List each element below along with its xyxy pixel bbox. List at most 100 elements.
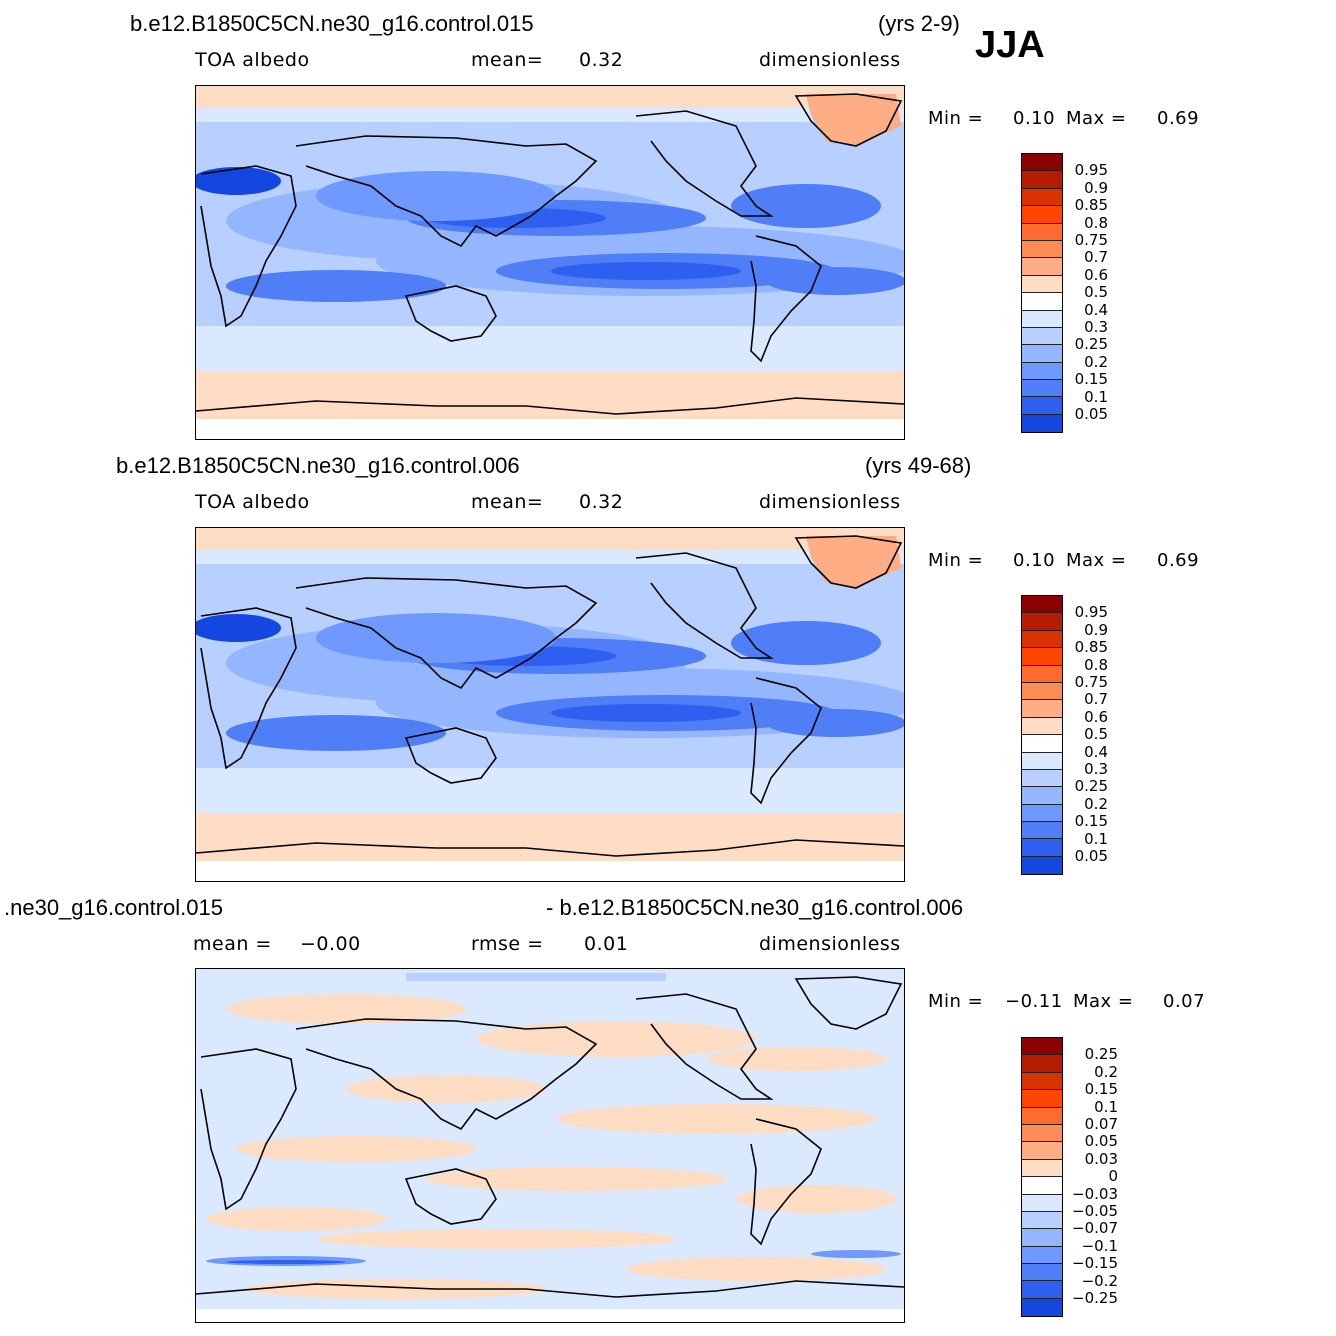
colorbar-swatch (1022, 769, 1062, 788)
panel3-min-value: −0.11 (1005, 991, 1063, 1012)
panel2-min-value: 0.10 (1013, 550, 1056, 571)
panel3-map (195, 968, 905, 1323)
panel1-max-label: Max = (1066, 108, 1127, 129)
colorbar-swatch (1022, 1090, 1062, 1108)
colorbar-tick-label: 0.05 (1084, 1132, 1118, 1151)
colorbar-tick-label: 0.3 (1084, 318, 1108, 336)
colorbar-swatch (1022, 717, 1062, 736)
colorbar-swatch (1022, 1264, 1062, 1282)
colorbar-swatch (1022, 362, 1062, 381)
colorbar-tick-label: 0.15 (1074, 812, 1108, 831)
colorbar-swatch (1022, 1142, 1062, 1160)
colorbar-tick-label: 0.85 (1074, 196, 1108, 215)
colorbar-swatch (1022, 223, 1062, 241)
panel2-max-value: 0.69 (1157, 550, 1200, 571)
panel2-map (195, 527, 905, 882)
colorbar-swatch (1022, 630, 1062, 649)
panel2-mean-value: 0.32 (579, 491, 624, 513)
panel3-max-value: 0.07 (1163, 991, 1206, 1012)
colorbar-tick-label: 0.75 (1074, 673, 1108, 691)
panel2-min-label: Min = (928, 550, 984, 571)
colorbar-swatch (1022, 1194, 1062, 1212)
colorbar-swatch (1022, 414, 1062, 433)
panel2-years: (yrs 49-68) (865, 453, 972, 478)
colorbar-tick-label: −0.03 (1072, 1184, 1118, 1203)
colorbar-swatch (1022, 682, 1062, 701)
colorbar-tick-label: −0.05 (1072, 1202, 1118, 1220)
panel3-max-label: Max = (1073, 991, 1134, 1012)
colorbar-tick-label: 0.7 (1084, 690, 1108, 709)
panel3-rmse-value: 0.01 (584, 933, 629, 955)
colorbar-swatch (1022, 700, 1062, 718)
panel1-mean-label: mean= (471, 49, 544, 71)
colorbar-tick-label: −0.25 (1072, 1289, 1118, 1307)
colorbar-swatch (1022, 1229, 1062, 1247)
panel1-map (195, 85, 905, 440)
colorbar-swatch (1022, 1072, 1062, 1091)
colorbar-swatch (1022, 1298, 1062, 1317)
colorbar-tick-label: 0.6 (1084, 707, 1108, 726)
colorbar-tick-label: 0.5 (1084, 283, 1108, 302)
colorbar-swatch (1022, 787, 1062, 805)
colorbar-tick-label: 0.1 (1094, 1097, 1118, 1116)
colorbar-swatch (1022, 1246, 1062, 1265)
colorbar-swatch (1022, 648, 1062, 666)
panel1-colorbar (1021, 153, 1063, 434)
colorbar-tick-label: 0.1 (1084, 829, 1108, 848)
panel2-case-title: b.e12.B1850C5CN.ne30_g16.control.006 (116, 453, 520, 478)
panel3-min-label: Min = (928, 991, 984, 1012)
colorbar-tick-label: 0.7 (1084, 248, 1108, 267)
colorbar-swatch (1022, 397, 1062, 415)
panel3-rmse-label: rmse = (471, 933, 544, 955)
colorbar-swatch (1022, 839, 1062, 857)
panel3-mean-label: mean = (193, 933, 272, 955)
colorbar-tick-label: 0.05 (1074, 847, 1108, 865)
colorbar-swatch (1022, 327, 1062, 346)
colorbar-tick-label: −0.15 (1072, 1254, 1118, 1273)
colorbar-tick-label: 0.9 (1084, 620, 1108, 639)
colorbar-tick-label: 0.8 (1084, 213, 1108, 232)
colorbar-swatch (1022, 1055, 1062, 1073)
colorbar-tick-label: 0.5 (1084, 725, 1108, 744)
panel3-units: dimensionless (759, 933, 901, 955)
colorbar-tick-label: 0.2 (1084, 352, 1108, 371)
colorbar-swatch (1022, 293, 1062, 311)
panel3-mean-value: −0.00 (300, 933, 361, 955)
colorbar-tick-label: 0.2 (1084, 794, 1108, 813)
colorbar-swatch (1022, 1211, 1062, 1230)
colorbar-swatch (1022, 1124, 1062, 1143)
colorbar-swatch (1022, 206, 1062, 224)
colorbar-swatch (1022, 1038, 1062, 1056)
colorbar-swatch (1022, 822, 1062, 840)
colorbar-swatch (1022, 188, 1062, 207)
panel3-case-left: .ne30_g16.control.015 (4, 895, 223, 920)
colorbar-tick-label: −0.07 (1072, 1219, 1118, 1238)
colorbar-tick-label: 0.75 (1074, 231, 1108, 249)
colorbar-tick-label: 0 (1108, 1167, 1118, 1186)
panel1-min-label: Min = (928, 108, 984, 129)
panel2-max-label: Max = (1066, 550, 1127, 571)
colorbar-tick-label: 0.95 (1074, 603, 1108, 622)
colorbar-swatch (1022, 154, 1062, 172)
colorbar-tick-label: 0.4 (1084, 742, 1108, 761)
panel3-colorbar (1021, 1037, 1063, 1318)
colorbar-swatch (1022, 596, 1062, 614)
colorbar-swatch (1022, 752, 1062, 770)
panel2-mean-label: mean= (471, 491, 544, 513)
colorbar-swatch (1022, 275, 1062, 294)
panel1-variable: TOA albedo (195, 49, 310, 71)
panel1-mean-value: 0.32 (579, 49, 624, 71)
season-label: JJA (975, 24, 1045, 66)
colorbar-swatch (1022, 171, 1062, 189)
colorbar-tick-label: 0.15 (1074, 370, 1108, 389)
colorbar-tick-label: −0.1 (1081, 1236, 1118, 1255)
panel1-max-value: 0.69 (1157, 108, 1200, 129)
colorbar-swatch (1022, 1159, 1062, 1178)
colorbar-swatch (1022, 735, 1062, 753)
panel1-units: dimensionless (759, 49, 901, 71)
colorbar-swatch (1022, 380, 1062, 398)
colorbar-swatch (1022, 240, 1062, 259)
panel1-min-value: 0.10 (1013, 108, 1056, 129)
colorbar-tick-label: 0.03 (1084, 1149, 1118, 1168)
colorbar-tick-label: 0.8 (1084, 655, 1108, 674)
